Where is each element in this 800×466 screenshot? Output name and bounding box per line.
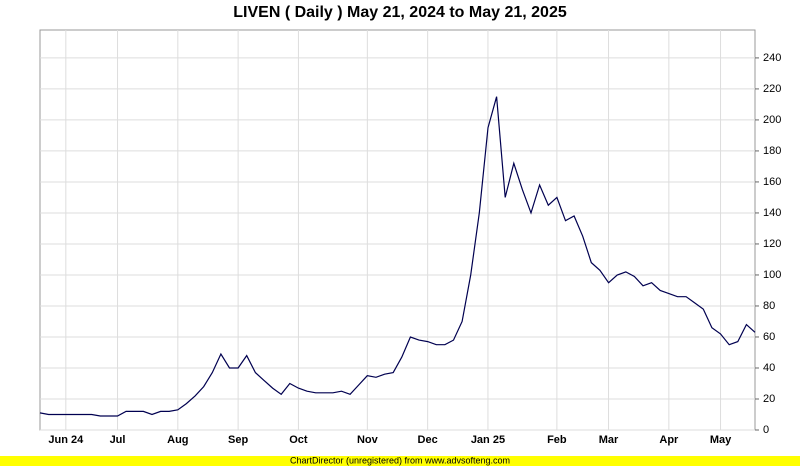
- x-tick-label: Apr: [659, 434, 679, 446]
- x-tick-label: Oct: [289, 434, 308, 446]
- y-tick-label: 140: [763, 207, 781, 219]
- y-tick-label: 120: [763, 238, 781, 250]
- credit-band: [0, 456, 800, 466]
- y-tick-label: 100: [763, 269, 781, 281]
- x-tick-label: Nov: [357, 434, 379, 446]
- y-tick-label: 40: [763, 362, 775, 374]
- y-tick-label: 0: [763, 424, 769, 436]
- y-tick-label: 220: [763, 83, 781, 95]
- y-tick-label: 240: [763, 52, 781, 64]
- y-tick-label: 80: [763, 300, 775, 312]
- y-tick-label: 20: [763, 393, 775, 405]
- x-tick-label: Sep: [228, 434, 248, 446]
- x-tick-label: Jan 25: [471, 434, 505, 446]
- x-tick-label: May: [710, 434, 732, 446]
- y-tick-label: 200: [763, 114, 781, 126]
- line: [39, 96, 756, 417]
- x-tick-label: Feb: [547, 434, 567, 446]
- x-tick-label: Aug: [167, 434, 188, 446]
- y-tick-label: 60: [763, 331, 775, 343]
- x-tick-label: Dec: [418, 434, 438, 446]
- x-tick-label: Mar: [599, 434, 619, 446]
- chart-title: LIVEN ( Daily ) May 21, 2024 to May 21, …: [233, 4, 567, 21]
- x-tick-label: Jul: [110, 434, 126, 446]
- x-tick-label: Jun 24: [48, 434, 84, 446]
- credit: ChartDirector (unregistered) from www.ad…: [290, 455, 510, 465]
- plot-area: [39, 29, 756, 431]
- y-tick-label: 160: [763, 176, 781, 188]
- y-tick-label: 180: [763, 145, 781, 157]
